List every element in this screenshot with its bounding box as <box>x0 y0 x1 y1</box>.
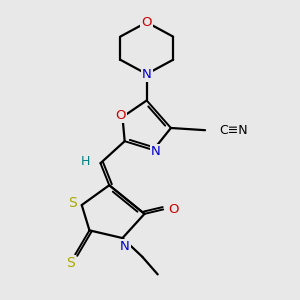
Text: N: N <box>120 240 130 254</box>
Text: S: S <box>66 256 75 270</box>
Text: O: O <box>168 203 178 216</box>
Text: S: S <box>69 196 77 210</box>
Text: N: N <box>142 68 152 80</box>
Text: H: H <box>80 154 90 167</box>
Text: O: O <box>115 110 125 122</box>
Text: N: N <box>151 145 160 158</box>
Text: O: O <box>141 16 152 29</box>
Text: C≡N: C≡N <box>219 124 248 137</box>
